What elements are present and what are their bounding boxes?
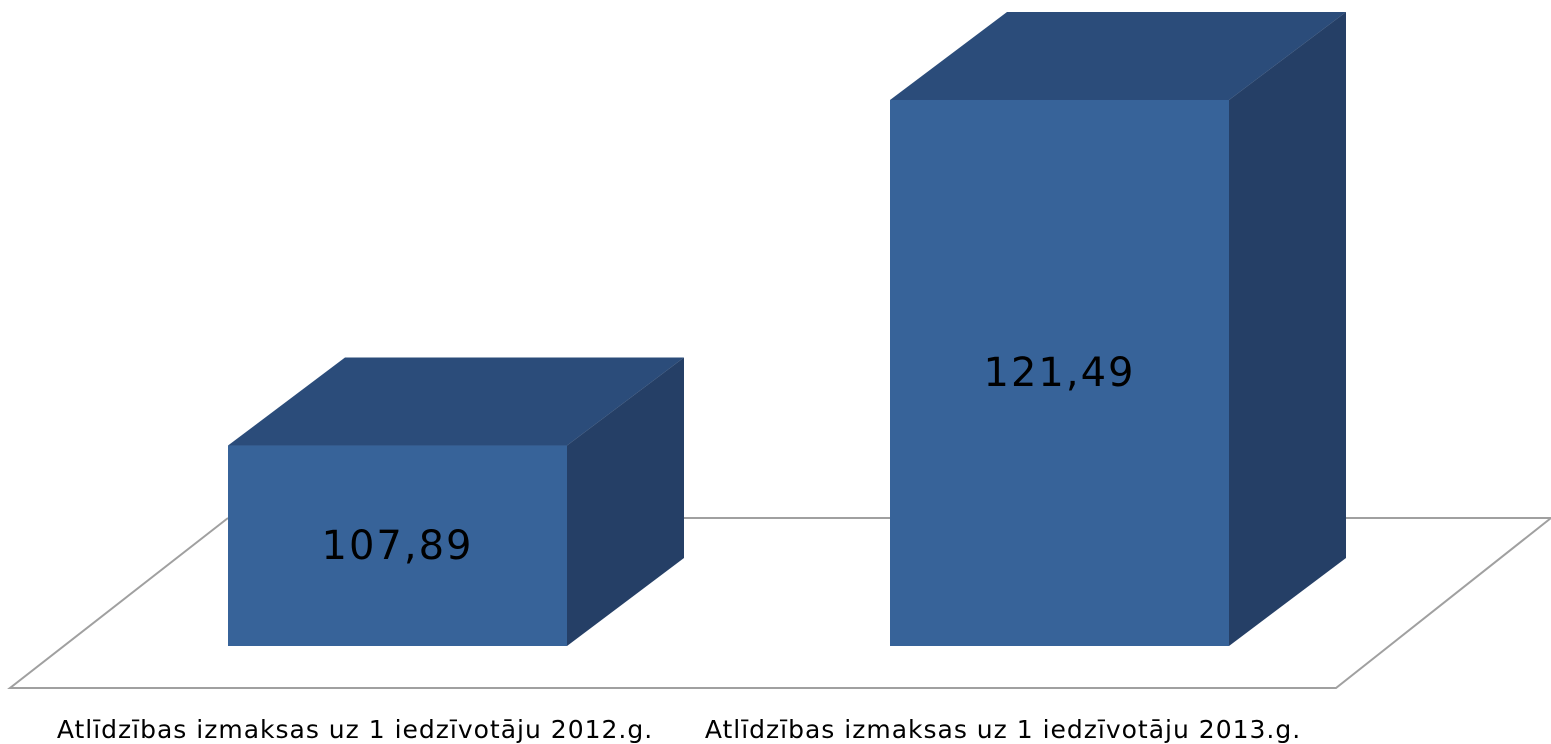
bar-top xyxy=(228,357,684,446)
bar-front xyxy=(228,445,567,646)
bar xyxy=(890,11,1346,647)
bar xyxy=(228,357,684,646)
x-tick-label: Atlīdzības izmaksas uz 1 iedzīvotāju 201… xyxy=(57,715,653,744)
bar-side xyxy=(567,357,684,646)
bar-front xyxy=(890,99,1229,647)
bar-top xyxy=(890,11,1346,100)
data-label: 107,89 xyxy=(322,523,474,569)
x-tick-label: Atlīdzības izmaksas uz 1 iedzīvotāju 201… xyxy=(705,715,1301,744)
bar-side xyxy=(1229,11,1346,647)
data-label: 121,49 xyxy=(984,350,1136,396)
floor xyxy=(7,517,1551,689)
